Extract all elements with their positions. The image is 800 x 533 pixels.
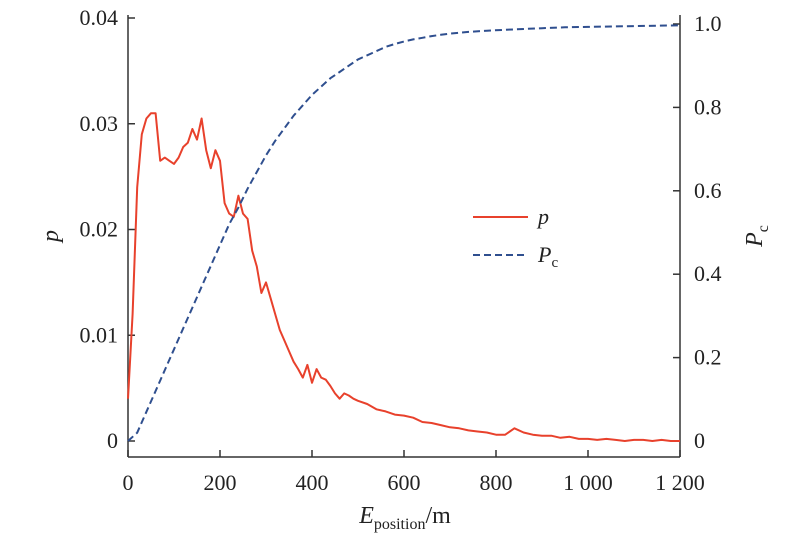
legend: pPc [473, 204, 558, 271]
series-lines [127, 24, 681, 442]
right-y-tick-label: 0.4 [694, 261, 722, 286]
right-y-tick-label: 0.2 [694, 345, 722, 370]
x-tick-label: 0 [123, 470, 134, 495]
legend-label-p: p [536, 204, 549, 229]
x-axis-title-sub: position [374, 516, 426, 533]
series-line-Pc [127, 24, 681, 442]
x-tick-label: 1 200 [655, 470, 705, 495]
legend-label-main: p [536, 204, 549, 229]
x-axis-title-unit: /m [425, 503, 451, 529]
left-y-tick-label: 0.04 [80, 5, 119, 30]
right-y-tick-label: 0.6 [694, 178, 722, 203]
left-y-tick-label: 0.03 [80, 111, 119, 136]
legend-label-sub: c [551, 255, 558, 271]
series-line-p [127, 112, 680, 442]
x-tick-label: 600 [388, 470, 421, 495]
left-y-tick-label: 0.02 [80, 217, 119, 242]
axes [127, 15, 681, 458]
tick-marks [127, 17, 681, 457]
axis-titles: Eposition/m p Pc [38, 225, 772, 533]
right-y-tick-label: 1.0 [694, 11, 722, 36]
x-axis-title-main: E [358, 503, 374, 529]
x-tick-label: 200 [204, 470, 237, 495]
right-y-tick-label: 0 [694, 428, 705, 453]
right-y-tick-label: 0.8 [694, 94, 722, 119]
left-y-tick-label: 0.01 [80, 322, 119, 347]
x-tick-label: 800 [480, 470, 513, 495]
right-y-axis-title-main: P [742, 232, 768, 248]
left-y-tick-label: 0 [107, 428, 118, 453]
legend-label-main: P [537, 242, 551, 267]
tick-labels: 0 200 400 600 800 1 000 1 200 0 0.01 0.02 0.03 0.04… [80, 5, 722, 495]
x-axis-title: Eposition/m [358, 503, 451, 533]
x-tick-label: 400 [296, 470, 329, 495]
left-y-axis-title: p [38, 230, 64, 244]
right-y-axis-title: Pc [742, 225, 772, 248]
right-y-axis-title-sub: c [755, 225, 772, 232]
x-tick-label: 1 000 [563, 470, 613, 495]
legend-label-Pc: Pc [537, 242, 558, 271]
